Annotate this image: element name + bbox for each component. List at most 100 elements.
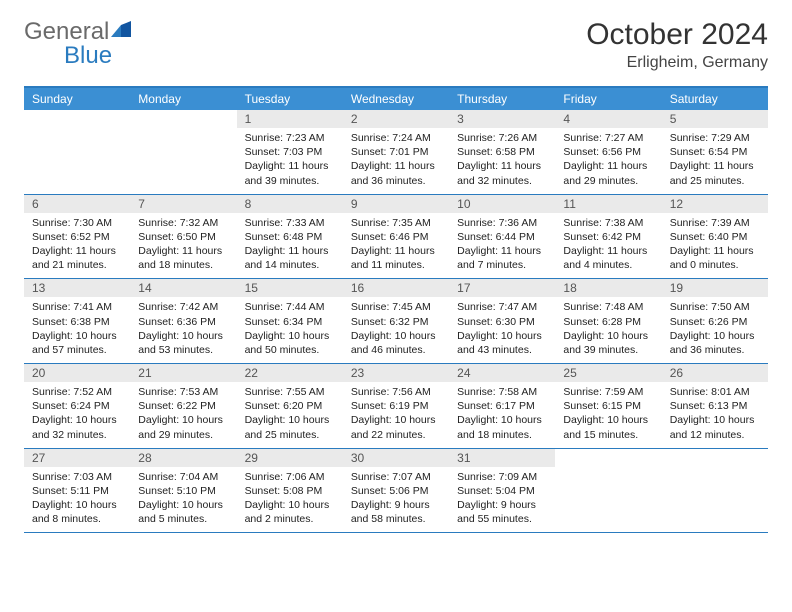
day-info-line: Sunrise: 7:24 AM: [351, 131, 441, 145]
day-cell: 20Sunrise: 7:52 AMSunset: 6:24 PMDayligh…: [24, 364, 130, 448]
week-row: 13Sunrise: 7:41 AMSunset: 6:38 PMDayligh…: [24, 279, 768, 364]
weekday-label: Monday: [130, 88, 236, 110]
day-info-line: Daylight: 10 hours and 32 minutes.: [32, 413, 122, 441]
day-info-line: Sunrise: 7:29 AM: [670, 131, 760, 145]
day-info-line: Sunset: 5:08 PM: [245, 484, 335, 498]
weeks-container: 1Sunrise: 7:23 AMSunset: 7:03 PMDaylight…: [24, 110, 768, 533]
day-cell: 9Sunrise: 7:35 AMSunset: 6:46 PMDaylight…: [343, 195, 449, 279]
day-number: 15: [237, 279, 343, 297]
day-info-line: Daylight: 10 hours and 43 minutes.: [457, 329, 547, 357]
day-info: [555, 467, 661, 476]
day-number: 24: [449, 364, 555, 382]
day-cell: 5Sunrise: 7:29 AMSunset: 6:54 PMDaylight…: [662, 110, 768, 194]
day-info-line: Sunrise: 7:39 AM: [670, 216, 760, 230]
day-info-line: Sunset: 6:26 PM: [670, 315, 760, 329]
day-info-line: Sunset: 6:50 PM: [138, 230, 228, 244]
day-info-line: Sunset: 6:15 PM: [563, 399, 653, 413]
day-number: 12: [662, 195, 768, 213]
day-info-line: Sunset: 6:58 PM: [457, 145, 547, 159]
day-info-line: Sunset: 5:04 PM: [457, 484, 547, 498]
day-info-line: Sunset: 6:48 PM: [245, 230, 335, 244]
day-info-line: Sunset: 6:38 PM: [32, 315, 122, 329]
day-number: 3: [449, 110, 555, 128]
day-info-line: Sunrise: 7:06 AM: [245, 470, 335, 484]
day-number: 25: [555, 364, 661, 382]
day-info-line: Sunrise: 7:36 AM: [457, 216, 547, 230]
day-cell: 28Sunrise: 7:04 AMSunset: 5:10 PMDayligh…: [130, 449, 236, 533]
day-cell: 12Sunrise: 7:39 AMSunset: 6:40 PMDayligh…: [662, 195, 768, 279]
day-number: 31: [449, 449, 555, 467]
day-info-line: Sunset: 6:36 PM: [138, 315, 228, 329]
day-number: 10: [449, 195, 555, 213]
day-info-line: Daylight: 10 hours and 36 minutes.: [670, 329, 760, 357]
day-cell: 19Sunrise: 7:50 AMSunset: 6:26 PMDayligh…: [662, 279, 768, 363]
day-number: 22: [237, 364, 343, 382]
day-info-line: Sunrise: 7:23 AM: [245, 131, 335, 145]
day-info-line: Sunrise: 7:27 AM: [563, 131, 653, 145]
day-info-line: Daylight: 11 hours and 25 minutes.: [670, 159, 760, 187]
week-row: 20Sunrise: 7:52 AMSunset: 6:24 PMDayligh…: [24, 364, 768, 449]
weekday-label: Tuesday: [237, 88, 343, 110]
day-info-line: Sunrise: 7:53 AM: [138, 385, 228, 399]
day-number: 23: [343, 364, 449, 382]
day-number: 1: [237, 110, 343, 128]
title-block: October 2024 Erligheim, Germany: [586, 18, 768, 72]
day-info: Sunrise: 7:35 AMSunset: 6:46 PMDaylight:…: [343, 213, 449, 279]
day-info-line: Sunrise: 7:30 AM: [32, 216, 122, 230]
day-info-line: Sunrise: 7:44 AM: [245, 300, 335, 314]
day-info: Sunrise: 7:06 AMSunset: 5:08 PMDaylight:…: [237, 467, 343, 533]
day-info: Sunrise: 7:42 AMSunset: 6:36 PMDaylight:…: [130, 297, 236, 363]
day-info: Sunrise: 7:23 AMSunset: 7:03 PMDaylight:…: [237, 128, 343, 194]
day-info: Sunrise: 7:04 AMSunset: 5:10 PMDaylight:…: [130, 467, 236, 533]
day-info: Sunrise: 7:33 AMSunset: 6:48 PMDaylight:…: [237, 213, 343, 279]
day-info-line: Sunrise: 7:03 AM: [32, 470, 122, 484]
day-info-line: Daylight: 10 hours and 2 minutes.: [245, 498, 335, 526]
day-info: Sunrise: 7:38 AMSunset: 6:42 PMDaylight:…: [555, 213, 661, 279]
day-number: 18: [555, 279, 661, 297]
day-info-line: Sunset: 6:40 PM: [670, 230, 760, 244]
day-info: Sunrise: 7:29 AMSunset: 6:54 PMDaylight:…: [662, 128, 768, 194]
day-info-line: Daylight: 9 hours and 55 minutes.: [457, 498, 547, 526]
day-number: [130, 110, 236, 128]
week-row: 1Sunrise: 7:23 AMSunset: 7:03 PMDaylight…: [24, 110, 768, 195]
day-info-line: Sunset: 6:32 PM: [351, 315, 441, 329]
day-info-line: Daylight: 10 hours and 5 minutes.: [138, 498, 228, 526]
day-info-line: Daylight: 11 hours and 4 minutes.: [563, 244, 653, 272]
day-info: Sunrise: 7:50 AMSunset: 6:26 PMDaylight:…: [662, 297, 768, 363]
day-info: Sunrise: 7:24 AMSunset: 7:01 PMDaylight:…: [343, 128, 449, 194]
day-info: Sunrise: 7:27 AMSunset: 6:56 PMDaylight:…: [555, 128, 661, 194]
day-info: Sunrise: 7:47 AMSunset: 6:30 PMDaylight:…: [449, 297, 555, 363]
day-info-line: Sunset: 6:42 PM: [563, 230, 653, 244]
header: GeneralBlue October 2024 Erligheim, Germ…: [24, 18, 768, 72]
day-cell: [24, 110, 130, 194]
day-cell: 2Sunrise: 7:24 AMSunset: 7:01 PMDaylight…: [343, 110, 449, 194]
day-info-line: Daylight: 11 hours and 29 minutes.: [563, 159, 653, 187]
day-info-line: Sunrise: 7:26 AM: [457, 131, 547, 145]
day-info: Sunrise: 7:07 AMSunset: 5:06 PMDaylight:…: [343, 467, 449, 533]
day-number: 26: [662, 364, 768, 382]
day-info-line: Sunset: 7:01 PM: [351, 145, 441, 159]
day-info-line: Daylight: 10 hours and 15 minutes.: [563, 413, 653, 441]
day-cell: 1Sunrise: 7:23 AMSunset: 7:03 PMDaylight…: [237, 110, 343, 194]
day-info-line: Sunset: 5:10 PM: [138, 484, 228, 498]
day-info-line: Sunset: 6:13 PM: [670, 399, 760, 413]
day-cell: [662, 449, 768, 533]
day-info-line: Sunrise: 7:33 AM: [245, 216, 335, 230]
day-cell: 22Sunrise: 7:55 AMSunset: 6:20 PMDayligh…: [237, 364, 343, 448]
day-number: 11: [555, 195, 661, 213]
day-info-line: Sunset: 6:46 PM: [351, 230, 441, 244]
day-info: Sunrise: 7:26 AMSunset: 6:58 PMDaylight:…: [449, 128, 555, 194]
day-number: 20: [24, 364, 130, 382]
calendar: Sunday Monday Tuesday Wednesday Thursday…: [24, 86, 768, 533]
day-info-line: Daylight: 11 hours and 36 minutes.: [351, 159, 441, 187]
day-info: Sunrise: 7:39 AMSunset: 6:40 PMDaylight:…: [662, 213, 768, 279]
day-number: [662, 449, 768, 467]
day-cell: 23Sunrise: 7:56 AMSunset: 6:19 PMDayligh…: [343, 364, 449, 448]
day-info-line: Sunrise: 7:56 AM: [351, 385, 441, 399]
day-cell: 3Sunrise: 7:26 AMSunset: 6:58 PMDaylight…: [449, 110, 555, 194]
day-info: Sunrise: 7:03 AMSunset: 5:11 PMDaylight:…: [24, 467, 130, 533]
day-info-line: Sunrise: 7:45 AM: [351, 300, 441, 314]
day-info-line: Sunset: 6:19 PM: [351, 399, 441, 413]
day-info: Sunrise: 7:56 AMSunset: 6:19 PMDaylight:…: [343, 382, 449, 448]
day-number: 13: [24, 279, 130, 297]
